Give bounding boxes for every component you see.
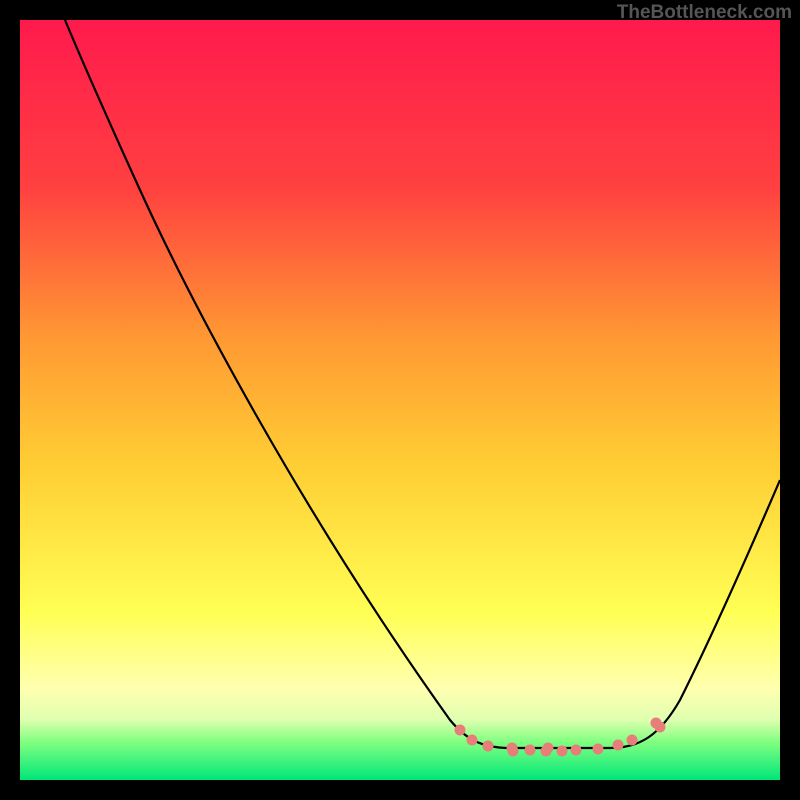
optimal-dot <box>525 745 536 756</box>
optimal-dot <box>613 740 624 751</box>
optimal-dot <box>557 746 568 757</box>
chart-svg <box>20 20 780 780</box>
watermark-text: TheBottleneck.com <box>617 2 792 24</box>
optimal-dot <box>483 741 494 752</box>
optimal-dot <box>543 743 554 754</box>
optimal-dot <box>571 745 582 756</box>
gradient-background <box>20 20 780 780</box>
optimal-dot <box>655 722 666 733</box>
optimal-dot <box>455 725 466 736</box>
optimal-dot <box>627 735 638 746</box>
optimal-dot <box>508 746 519 757</box>
optimal-dot <box>593 744 604 755</box>
chart-plot-area <box>20 20 780 780</box>
optimal-dot <box>467 735 478 746</box>
